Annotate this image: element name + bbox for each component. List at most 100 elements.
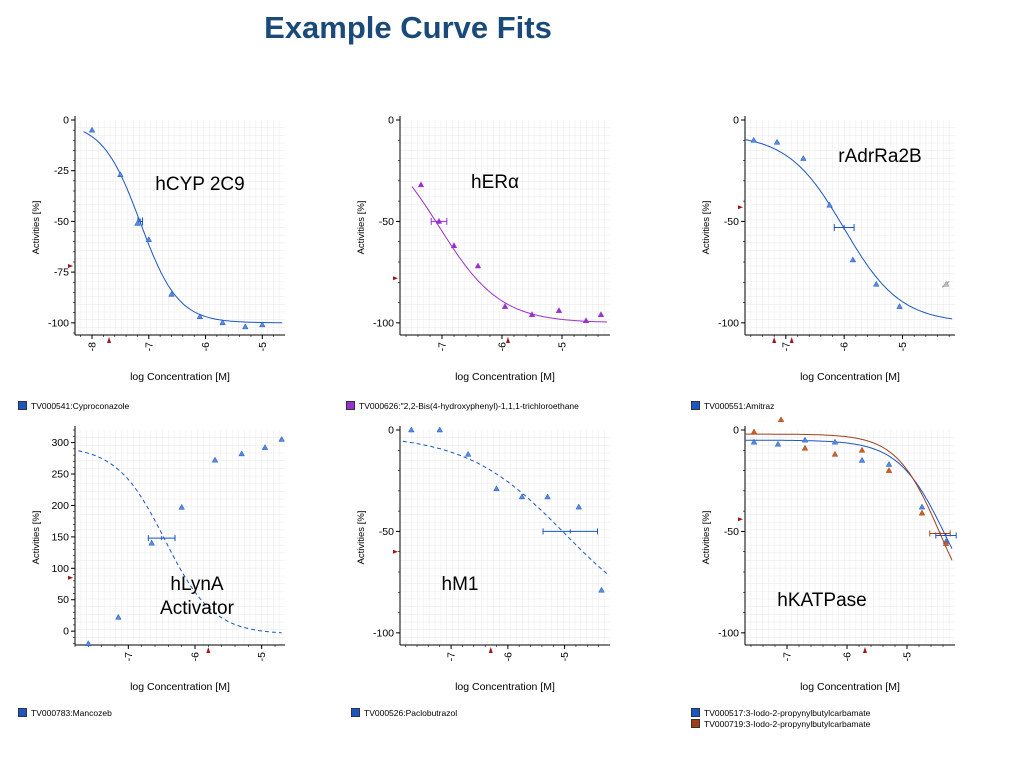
y-tick-label: 250 [51,469,69,481]
data-point [528,311,536,317]
data-point [474,262,482,269]
fit-curve [411,186,607,323]
panel-label-line: hKATPase [777,590,866,611]
data-point [858,456,866,463]
legend-label: TV000551:Amitraz [704,400,775,411]
data-point [219,319,226,326]
x-tick-label: -6 [842,652,854,661]
panel-label-line: hCYP 2C9 [155,174,244,195]
legend-entry: TV000783:Mancozeb [18,707,112,718]
y-tick-label: -100 [373,627,394,639]
y-tick-label: -50 [379,216,394,228]
fit-curve [744,139,953,320]
x-axis-marker [506,337,510,343]
legend-label: TV000783:Mancozeb [31,707,112,718]
x-tick-label: -7 [437,342,449,351]
y-tick-label: 0 [733,115,739,127]
y-tick-label: 0 [63,626,69,638]
x-axis-label: log Concentration [M] [130,681,230,693]
legend-hlyna-activator: TV000783:Mancozeb [18,707,112,718]
legend-label: TV000719:3-Iodo-2-propynylbutylcarbamate [704,718,871,729]
legend-radrra2b: TV000551:Amitraz [691,400,774,411]
legend-entry: TV000626:"2,2-Bis(4-hydroxyphenyl)-1,1,1… [346,400,579,411]
legend-entry: TV000517:3-Iodo-2-propynylbutylcarbamate [691,707,870,718]
data-point [885,467,893,473]
fit-curve [745,439,953,549]
data-point [774,440,782,447]
x-tick-label: -6 [497,342,509,351]
x-tick-label: -6 [190,652,202,661]
y-tick-label: 0 [388,115,394,127]
x-tick-label: -5 [559,652,571,661]
data-point [501,303,509,309]
x-tick-label: -5 [256,652,268,661]
data-point [873,280,880,287]
y-tick-label: -100 [718,317,739,329]
legend-entry: TV000541:Cyproconazole [18,400,129,411]
chart-panel-hlyna-activator: 0 50 100 150 200 250 300 -7 -6 -5 log Concentratio… [31,426,285,693]
panel-label: hLynA Activator [160,574,235,619]
chart-panel-hm1: 0 -50 -100 -7 -6 -5 log Concentration [M] Activ… [356,425,610,693]
data-series [78,435,285,646]
x-axis-marker [789,337,794,343]
y-tick-label: -50 [724,216,739,228]
data-point [777,416,785,423]
x-axis-label: log Concentration [M] [800,681,900,693]
data-point [801,436,809,443]
data-point [896,303,903,309]
data-point [115,613,122,620]
y-axis-label: Activities [%] [31,201,42,255]
panel-label-line: rAdrRa2B [838,146,921,167]
x-tick-label: -5 [557,342,569,351]
legend-swatch [351,708,360,717]
x-tick-label: -7 [446,652,458,661]
plot-grid [75,430,285,645]
panel-label-line: Activator [160,598,235,619]
page-title: Example Curve Fits [264,10,552,45]
data-point [211,456,219,463]
data-point [417,181,425,188]
data-point [518,493,526,500]
y-axis-marker [68,575,73,580]
x-axis-marker [107,337,112,343]
data-point [196,313,204,319]
y-tick-label: 100 [51,563,69,575]
plot-grid [745,120,955,335]
y-axis-label: Activities [%] [356,201,367,255]
plot-grid [400,430,610,645]
x-tick-label: -5 [902,652,914,661]
y-tick-label: 0 [388,425,394,437]
legend-swatch [691,401,700,410]
x-axis-marker [863,647,867,653]
panel-label: hKATPase [777,590,866,611]
chart-panel-hcyp2c9: 0 -25 -50 -75 -100 -8 -7 -6 -5 log Concentration … [31,115,285,383]
legend-entry: TV000526:Paclobutrazol [351,707,457,718]
chart-panel-her-alpha: 0 -50 -100 -7 -6 -5 log Concentration [M] Activ… [356,115,610,383]
legend-label: TV000541:Cyproconazole [31,400,130,411]
x-axis-label: log Concentration [M] [130,371,230,383]
y-tick-label: 0 [63,115,69,127]
data-series [744,136,953,320]
data-point [178,503,185,510]
outlier-point [943,280,950,287]
data-point [145,236,153,242]
y-tick-label: -75 [54,267,69,279]
y-axis-label: Activities [%] [356,511,367,565]
data-point [85,640,92,646]
data-series [83,126,283,330]
x-tick-label: -7 [143,342,155,351]
panel-label: hERα [471,172,519,193]
panel-label-line: hLynA [170,574,223,595]
legend-swatch [691,719,700,728]
legend-entry: TV000719:3-Iodo-2-propynylbutylcarbamate [691,718,870,729]
data-point [168,290,175,297]
y-tick-label: -50 [379,526,394,538]
data-point [831,438,839,445]
x-axis-marker [206,647,211,653]
legend-swatch [691,708,700,717]
data-point [773,138,781,145]
data-point [750,438,758,445]
y-axis-marker [738,517,743,522]
legend-label: TV000517:3-Iodo-2-propynylbutylcarbamate [704,707,871,718]
y-tick-label: 150 [51,531,69,543]
